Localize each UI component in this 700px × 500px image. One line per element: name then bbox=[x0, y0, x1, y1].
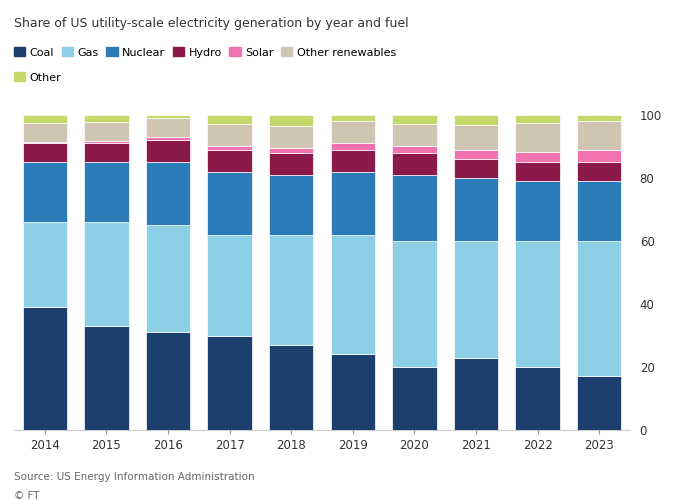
Bar bbox=[22, 142, 67, 144]
Bar bbox=[515, 367, 560, 430]
Bar bbox=[207, 150, 252, 172]
Bar bbox=[392, 146, 437, 153]
Bar bbox=[22, 144, 67, 162]
Bar bbox=[269, 126, 314, 148]
Bar bbox=[330, 122, 375, 144]
Bar bbox=[207, 336, 252, 430]
Bar bbox=[515, 152, 560, 162]
Bar bbox=[84, 144, 129, 162]
Bar bbox=[146, 118, 190, 137]
Bar bbox=[84, 141, 129, 144]
Legend: Other: Other bbox=[14, 72, 62, 83]
Bar bbox=[392, 124, 437, 146]
Bar bbox=[269, 345, 314, 430]
Bar bbox=[330, 115, 375, 121]
Bar bbox=[84, 222, 129, 326]
Bar bbox=[330, 172, 375, 234]
Bar bbox=[22, 162, 67, 222]
Bar bbox=[515, 181, 560, 241]
Bar bbox=[454, 115, 498, 125]
Bar bbox=[515, 115, 560, 123]
Bar bbox=[22, 115, 67, 123]
Bar bbox=[392, 115, 437, 124]
Bar bbox=[515, 241, 560, 367]
Bar bbox=[392, 153, 437, 175]
Bar bbox=[454, 241, 498, 358]
Bar bbox=[454, 150, 498, 159]
Bar bbox=[577, 150, 622, 162]
Bar bbox=[577, 181, 622, 241]
Bar bbox=[577, 241, 622, 376]
Bar bbox=[515, 162, 560, 181]
Bar bbox=[330, 144, 375, 150]
Bar bbox=[392, 367, 437, 430]
Bar bbox=[84, 162, 129, 222]
Bar bbox=[515, 123, 560, 152]
Bar bbox=[330, 150, 375, 172]
Bar bbox=[84, 326, 129, 430]
Bar bbox=[577, 162, 622, 181]
Bar bbox=[207, 146, 252, 150]
Bar bbox=[146, 225, 190, 332]
Bar bbox=[146, 140, 190, 162]
Bar bbox=[269, 175, 314, 234]
Bar bbox=[454, 178, 498, 241]
Bar bbox=[392, 241, 437, 367]
Bar bbox=[454, 125, 498, 150]
Bar bbox=[577, 115, 622, 121]
Legend: Coal, Gas, Nuclear, Hydro, Solar, Other renewables: Coal, Gas, Nuclear, Hydro, Solar, Other … bbox=[14, 48, 396, 58]
Bar bbox=[330, 234, 375, 354]
Bar bbox=[207, 124, 252, 146]
Bar bbox=[22, 307, 67, 430]
Bar bbox=[269, 234, 314, 345]
Bar bbox=[84, 122, 129, 141]
Bar bbox=[146, 332, 190, 430]
Text: Source: US Energy Information Administration: Source: US Energy Information Administra… bbox=[14, 472, 255, 482]
Bar bbox=[269, 148, 314, 153]
Bar bbox=[577, 376, 622, 430]
Bar bbox=[146, 137, 190, 140]
Bar bbox=[454, 358, 498, 430]
Bar bbox=[577, 122, 622, 150]
Bar bbox=[146, 115, 190, 118]
Bar bbox=[207, 115, 252, 124]
Bar bbox=[84, 115, 129, 122]
Bar bbox=[146, 162, 190, 225]
Bar bbox=[22, 222, 67, 307]
Bar bbox=[392, 175, 437, 241]
Bar bbox=[269, 153, 314, 175]
Text: Share of US utility-scale electricity generation by year and fuel: Share of US utility-scale electricity ge… bbox=[14, 18, 409, 30]
Bar bbox=[22, 123, 67, 142]
Bar bbox=[207, 234, 252, 336]
Bar bbox=[207, 172, 252, 234]
Bar bbox=[454, 159, 498, 178]
Text: © FT: © FT bbox=[14, 491, 39, 500]
Bar bbox=[330, 354, 375, 430]
Bar bbox=[269, 115, 314, 126]
